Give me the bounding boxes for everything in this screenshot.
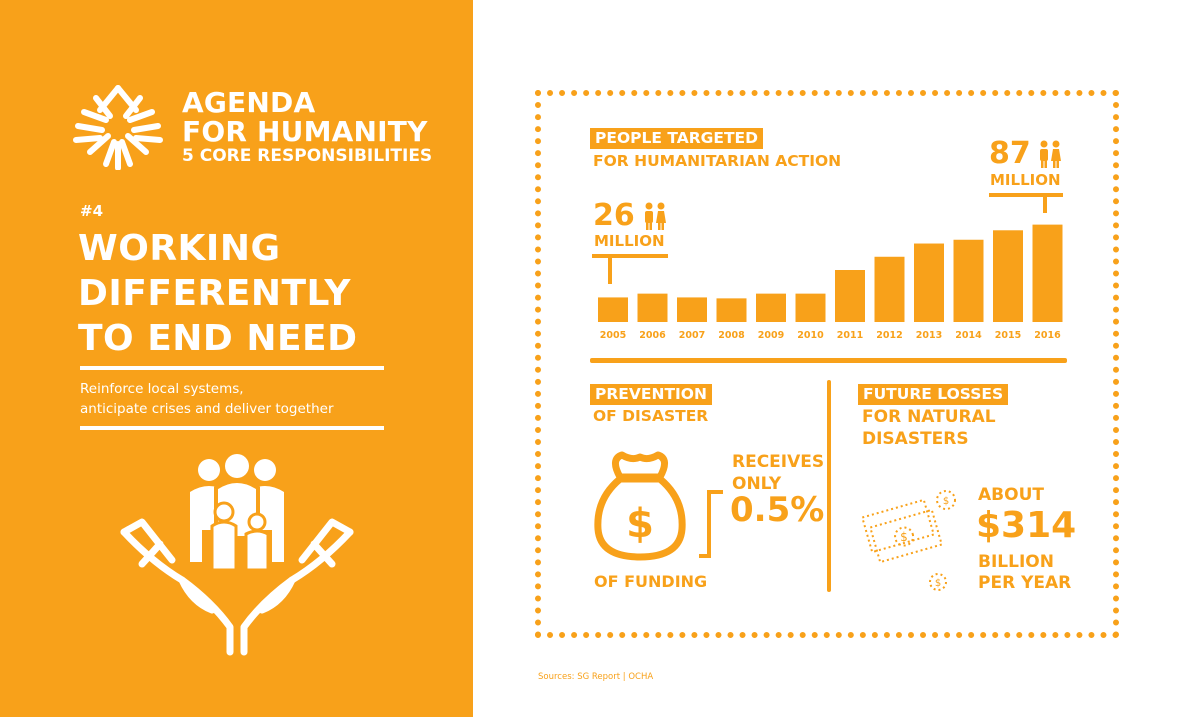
bar-2013 [914,243,944,322]
future-losses-label: FUTURE LOSSES [858,384,1009,405]
svg-text:$: $ [943,496,949,507]
end-count-number: 87 [989,136,1031,171]
end-count-unit: MILLION [990,171,1061,189]
start-count-unit: MILLION [594,232,665,250]
headline-line1: WORKING [78,228,281,269]
money-bag-icon: $ [594,451,686,561]
responsibility-number: #4 [80,202,104,220]
svg-text:$: $ [626,501,654,547]
bar-2010 [795,293,826,322]
tick-label-2005: 2005 [600,330,626,341]
section-divider-vertical [827,380,831,592]
end-count-pointer [1043,193,1047,213]
people-icon [645,202,666,230]
start-count-pointer [608,254,612,284]
bar-2009 [756,293,786,322]
tick-label-2015: 2015 [995,330,1021,341]
tick-label-2012: 2012 [876,330,902,341]
of-funding-text: OF FUNDING [594,572,708,591]
bar-2012 [874,256,905,322]
left-panel: AGENDA FOR HUMANITY 5 CORE RESPONSIBILIT… [0,0,473,717]
funding-percent: 0.5% [730,490,825,530]
future-losses-subtitle-line1: FOR NATURAL [862,407,996,427]
people-targeted-bar-chart: 2005 2006 2007 2008 2009 2010 2011 2012 2013 2014… [598,224,1063,341]
headline-line2: DIFFERENTLY [78,273,351,314]
bar-2011 [835,270,865,322]
about-text: ABOUT [978,485,1044,505]
hands-holding-people-icon [120,454,354,656]
tick-label-2014: 2014 [955,330,982,341]
receives-text: RECEIVES [732,452,825,472]
bar-2014 [953,239,984,322]
bracket-icon [699,490,723,558]
bar-2015 [993,230,1023,322]
tick-label-2010: 2010 [797,330,824,341]
tick-label-2013: 2013 [916,330,942,341]
tick-label-2006: 2006 [639,330,666,341]
start-count-number: 26 [593,198,635,233]
bar-2008 [716,298,747,322]
tick-label-2008: 2008 [718,330,745,341]
headline-line3: TO END NEED [78,318,358,359]
brand-title-line2: FOR HUMANITY [182,115,428,148]
per-year-text: PER YEAR [978,573,1072,593]
end-count-underline [989,193,1063,197]
sources-note: Sources: SG Report | OCHA [538,672,654,682]
future-losses-subtitle-line2: DISASTERS [862,429,969,449]
only-text: ONLY [732,474,782,494]
bar-2016 [1032,224,1063,322]
cash-icon: $ $ $ [861,490,956,591]
tagline-line1: Reinforce local systems, [80,381,244,397]
bar-2007 [677,297,707,322]
tick-label-2011: 2011 [837,330,863,341]
infographic-frame [535,90,1119,638]
tagline-line2: anticipate crises and deliver together [80,401,334,417]
brand-title-line1: AGENDA [182,86,316,119]
bar-2005 [598,297,628,322]
bar-2006 [637,293,668,322]
brand-subtitle: 5 CORE RESPONSIBILITIES [182,146,433,166]
people-targeted-label: PEOPLE TARGETED [590,128,763,149]
prevention-label: PREVENTION [590,384,712,405]
loss-amount: $314 [976,505,1077,546]
section-divider-horizontal [590,358,1067,363]
tick-label-2007: 2007 [679,330,705,341]
divider-rule [80,366,384,370]
tick-label-2016: 2016 [1034,330,1061,341]
svg-text:$: $ [935,578,941,589]
agenda-logo-icon [73,85,163,170]
divider-rule [80,426,384,430]
start-count-underline [592,254,668,258]
tick-label-2009: 2009 [758,330,784,341]
svg-text:$: $ [900,530,908,544]
prevention-subtitle: OF DISASTER [593,407,709,425]
people-icon [1040,140,1061,168]
billion-text: BILLION [978,552,1054,572]
people-targeted-subtitle: FOR HUMANITARIAN ACTION [593,152,842,170]
